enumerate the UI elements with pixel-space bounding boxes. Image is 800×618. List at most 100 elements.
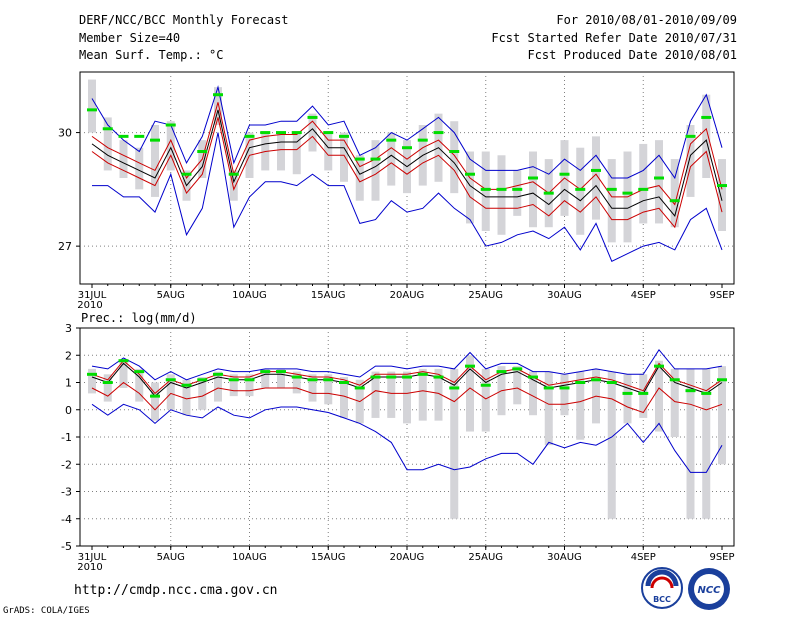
range-bar xyxy=(607,371,616,519)
series-ensemble-mean xyxy=(91,109,723,217)
range-bar xyxy=(670,159,679,228)
range-bar xyxy=(639,143,648,224)
series-spread-lower xyxy=(91,381,723,414)
range-bar xyxy=(686,368,695,519)
source-url[interactable]: http://cmdp.ncc.cma.gov.cn xyxy=(74,583,278,598)
series-spread-upper xyxy=(91,359,723,395)
grads-credit: GrADS: COLA/IGES xyxy=(3,606,90,616)
x-tick-label: 30AUG xyxy=(547,552,582,563)
x-tick-label: 30AUG xyxy=(547,290,582,301)
range-bar xyxy=(103,374,112,402)
range-bar xyxy=(324,374,333,405)
range-bar xyxy=(292,371,301,394)
range-bar xyxy=(387,371,396,418)
fcst-started-date: Fcst Started Refer Date 2010/07/31 xyxy=(491,31,737,45)
range-bar xyxy=(576,371,585,440)
series-min xyxy=(92,132,723,262)
chart-title: DERF/NCC/BCC Monthly Forecast xyxy=(79,13,289,27)
x-tick-label: 15AUG xyxy=(311,552,346,563)
range-bar xyxy=(529,151,537,228)
range-bar xyxy=(529,371,537,416)
x-tick-label: 20AUG xyxy=(390,552,425,563)
series-max xyxy=(91,85,723,180)
range-bar xyxy=(277,368,285,388)
range-bar xyxy=(229,170,238,201)
range-bar xyxy=(277,132,285,171)
range-bar xyxy=(355,155,364,201)
range-bar xyxy=(718,366,726,465)
series-min xyxy=(91,403,723,473)
range-bar xyxy=(371,140,380,201)
y-tick-label: 3 xyxy=(65,322,72,335)
x-tick-label: 9SEP xyxy=(709,552,734,563)
svg-text:NCC: NCC xyxy=(697,585,721,596)
x-tick-label: 20AUG xyxy=(390,290,425,301)
range-bar xyxy=(592,136,600,220)
x-tick-label: 4SEP xyxy=(631,290,656,301)
range-bar xyxy=(403,371,411,424)
range-bar xyxy=(135,368,144,402)
x-tick-label: 31JUL xyxy=(78,552,107,563)
range-bar xyxy=(229,374,238,397)
x-tick-label: 25AUG xyxy=(468,290,503,301)
range-bar xyxy=(481,151,490,231)
range-bar xyxy=(245,374,254,397)
range-bar xyxy=(639,374,648,418)
x-tick-label: 2010 xyxy=(77,562,102,573)
range-bar xyxy=(371,371,380,418)
range-bar xyxy=(214,87,222,125)
range-bar xyxy=(434,368,443,421)
member-size-label: Member Size=40 xyxy=(79,31,181,45)
y-tick-label: -2 xyxy=(61,458,72,471)
range-bar xyxy=(576,147,585,235)
y-tick-label: -4 xyxy=(61,513,72,526)
panel-title: Prec.: log(mm/d) xyxy=(81,311,197,325)
range-bar xyxy=(308,374,317,402)
x-tick-label: 5AUG xyxy=(157,552,185,563)
range-bar xyxy=(182,379,191,416)
svg-text:BCC: BCC xyxy=(653,595,671,604)
forecast-period: For 2010/08/01-2010/09/09 xyxy=(556,13,737,27)
range-bar xyxy=(686,125,695,197)
ncc-logo-icon: NCC xyxy=(688,568,730,610)
range-bar xyxy=(466,151,474,224)
x-tick-label: 9SEP xyxy=(709,290,734,301)
range-bar xyxy=(466,355,474,432)
y-tick-label: -5 xyxy=(61,540,72,553)
range-bar xyxy=(308,113,317,152)
range-bar xyxy=(88,368,96,394)
range-bar xyxy=(513,366,522,405)
range-bar xyxy=(670,368,679,437)
range-bar xyxy=(166,121,175,171)
y-tick-label: 30 xyxy=(58,127,72,140)
range-bar xyxy=(292,132,301,175)
range-bar xyxy=(151,125,159,197)
range-bar xyxy=(119,140,128,178)
range-bar xyxy=(103,117,112,171)
y-tick-label: 0 xyxy=(65,404,72,417)
range-bar xyxy=(513,170,522,216)
range-bar xyxy=(702,368,711,519)
variable-label: Mean Surf. Temp.: °C xyxy=(79,48,224,62)
range-bar xyxy=(166,374,175,410)
series-spread-upper xyxy=(91,102,723,206)
range-bar xyxy=(718,159,726,231)
x-tick-label: 15AUG xyxy=(311,290,346,301)
range-bar xyxy=(340,377,348,418)
x-tick-label: 4SEP xyxy=(631,552,656,563)
range-bar xyxy=(261,368,270,388)
x-tick-label: 10AUG xyxy=(232,290,267,301)
y-tick-label: 27 xyxy=(58,240,72,253)
x-tick-label: 2010 xyxy=(77,300,102,311)
range-bar xyxy=(623,374,632,424)
range-bar xyxy=(655,140,663,224)
series-max xyxy=(91,348,723,381)
range-bar xyxy=(198,377,207,410)
range-bar xyxy=(340,132,348,182)
series-spread-lower xyxy=(91,117,723,229)
fcst-produced-date: Fcst Produced Date 2010/08/01 xyxy=(527,48,737,62)
x-tick-label: 5AUG xyxy=(157,290,185,301)
